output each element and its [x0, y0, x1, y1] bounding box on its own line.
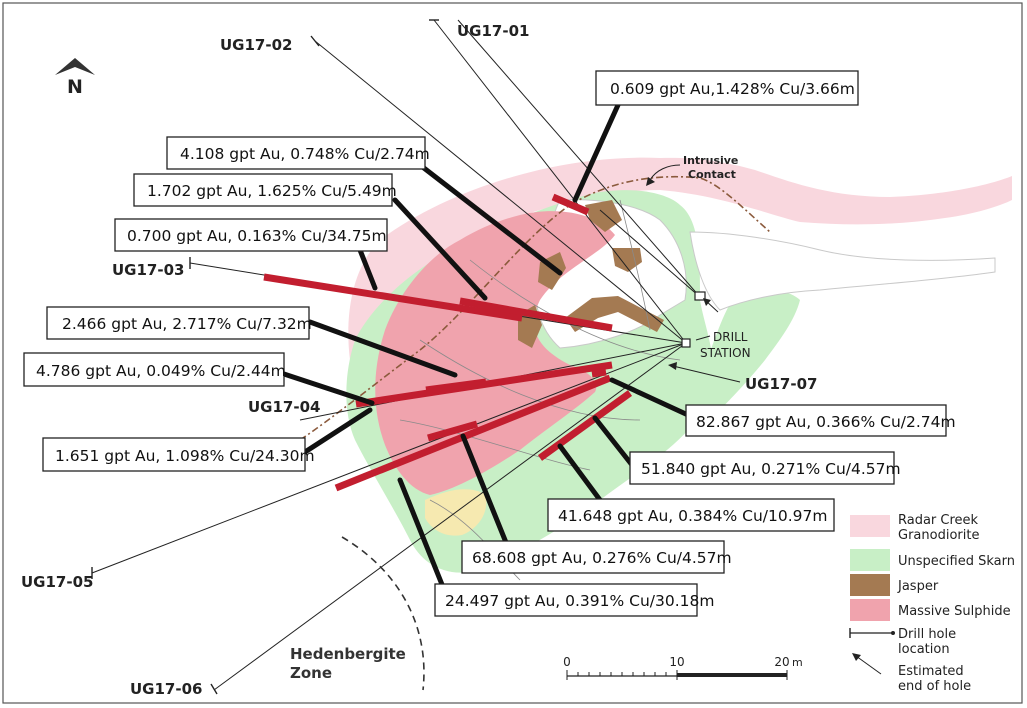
drill-hole-label-ug17-06: UG17-06	[130, 680, 202, 698]
intercept-label-1: 0.609 gpt Au,1.428% Cu/3.66m	[610, 80, 855, 98]
scale-tick-0: 0	[563, 655, 571, 669]
drill-station-marker-north	[694, 291, 706, 301]
intercept-label-8: 82.867 gpt Au, 0.366% Cu/2.74m	[696, 413, 956, 431]
intercept-label-3: 1.702 gpt Au, 1.625% Cu/5.49m	[147, 182, 397, 200]
leader-lines	[281, 102, 691, 595]
drill-station-marker	[681, 338, 691, 348]
legend-swatch-massive-sulphide	[850, 599, 890, 621]
legend-end-of-hole-symbol	[852, 653, 882, 675]
legend-drill-hole-symbol	[849, 628, 895, 638]
drill-hole-label-ug17-05: UG17-05	[21, 573, 93, 591]
intercept-label-9: 51.840 gpt Au, 0.271% Cu/4.57m	[641, 460, 901, 478]
drill-hole-label-ug17-01: UG17-01	[457, 22, 529, 40]
legend-label-end-of-hole-2: end of hole	[898, 679, 971, 694]
intercept-label-12: 24.497 gpt Au, 0.391% Cu/30.18m	[445, 592, 715, 610]
intercept-callout-6: 4.786 gpt Au, 0.049% Cu/2.44m	[23, 352, 286, 387]
intrusive-contact-label-2: Contact	[688, 168, 736, 181]
intrusive-contact-annotation: Intrusive Contact	[646, 154, 738, 186]
intercept-label-6: 4.786 gpt Au, 0.049% Cu/2.44m	[36, 362, 286, 380]
unmapped-block-ne	[689, 231, 996, 311]
legend-label-jasper: Jasper	[897, 579, 939, 594]
intercept-callout-12: 24.497 gpt Au, 0.391% Cu/30.18m	[434, 583, 715, 617]
drill-station-label-2: STATION	[700, 346, 751, 360]
north-arrow-letter: N	[67, 76, 83, 98]
legend-swatch-skarn	[850, 549, 890, 571]
intercept-callout-7: 1.651 gpt Au, 1.098% Cu/24.30m	[42, 437, 315, 472]
intercept-label-11: 68.608 gpt Au, 0.276% Cu/4.57m	[472, 549, 732, 567]
hedenbergite-zone: Hedenbergite Zone	[290, 536, 425, 691]
scale-tick-20: 20	[774, 655, 789, 669]
legend-label-end-of-hole-1: Estimated	[898, 664, 964, 679]
drill-station-arrow	[695, 335, 711, 341]
scale-unit: m	[792, 656, 803, 669]
drill-hole-label-ug17-07: UG17-07	[745, 375, 817, 393]
legend: Radar Creek Granodiorite Unspecified Ska…	[849, 513, 1015, 694]
legend-label-drill-hole-1: Drill hole	[898, 627, 956, 642]
intercept-callout-2: 4.108 gpt Au, 0.748% Cu/2.74m	[166, 136, 430, 170]
intercept-label-4: 0.700 gpt Au, 0.163% Cu/34.75m	[127, 227, 387, 245]
ug17-07-end-arrow	[672, 365, 741, 383]
drill-station-annotation: DRILL STATION	[668, 298, 751, 383]
intercept-label-5: 2.466 gpt Au, 2.717% Cu/7.32m	[62, 315, 312, 333]
intercept-callout-4: 0.700 gpt Au, 0.163% Cu/34.75m	[114, 218, 388, 252]
drill-hole-labels: UG17-01 UG17-02 UG17-03 UG17-04 UG17-05 …	[21, 22, 817, 698]
intercept-bars	[263, 193, 633, 492]
intercept-callout-8: 82.867 gpt Au, 0.366% Cu/2.74m	[685, 404, 956, 437]
intercept-callout-9: 51.840 gpt Au, 0.271% Cu/4.57m	[629, 451, 901, 485]
intercept-callout-5: 2.466 gpt Au, 2.717% Cu/7.32m	[46, 306, 312, 340]
intercept-callouts: 0.609 gpt Au,1.428% Cu/3.66m 4.108 gpt A…	[23, 70, 956, 617]
drill-station-label-1: DRILL	[713, 330, 748, 344]
legend-swatch-jasper	[850, 574, 890, 596]
legend-label-skarn: Unspecified Skarn	[898, 554, 1015, 569]
legend-label-granodiorite-2: Granodiorite	[898, 528, 979, 543]
north-arrow-icon	[55, 58, 95, 75]
intercept-label-7: 1.651 gpt Au, 1.098% Cu/24.30m	[55, 447, 315, 465]
intercept-label-2: 4.108 gpt Au, 0.748% Cu/2.74m	[180, 145, 430, 163]
intercept-callout-10: 41.648 gpt Au, 0.384% Cu/10.97m	[547, 498, 835, 532]
intrusive-contact-line	[299, 175, 771, 441]
hedenbergite-zone-boundary	[341, 536, 425, 691]
drill-hole-label-ug17-03: UG17-03	[112, 261, 184, 279]
north-arrow: N	[55, 58, 95, 98]
hedenbergite-zone-label-2: Zone	[290, 664, 332, 682]
drill-hole-label-ug17-02: UG17-02	[220, 36, 292, 54]
legend-label-granodiorite-1: Radar Creek	[898, 513, 979, 528]
scale-bar: 0 10 20 m	[563, 655, 803, 680]
geology-layers	[299, 157, 1013, 581]
hedenbergite-zone-label-1: Hedenbergite	[290, 645, 406, 663]
drill-hole-label-ug17-04: UG17-04	[248, 398, 320, 416]
intercept-callout-1: 0.609 gpt Au,1.428% Cu/3.66m	[595, 70, 859, 106]
intercept-callout-3: 1.702 gpt Au, 1.625% Cu/5.49m	[133, 173, 397, 207]
granodiorite-unit	[348, 157, 1013, 360]
legend-swatch-granodiorite	[850, 515, 890, 537]
intrusive-contact-arrow	[649, 164, 681, 181]
legend-label-massive-sulphide: Massive Sulphide	[898, 604, 1011, 619]
intercept-callout-11: 68.608 gpt Au, 0.276% Cu/4.57m	[461, 540, 732, 574]
drill-station-north-arrowhead	[703, 298, 711, 306]
legend-label-drill-hole-2: location	[898, 642, 950, 657]
intrusive-contact-label-1: Intrusive	[683, 154, 738, 167]
intrusive-contact-arrowhead	[646, 177, 655, 186]
ug17-07-end-arrowhead	[668, 362, 677, 370]
intercept-label-10: 41.648 gpt Au, 0.384% Cu/10.97m	[558, 507, 828, 525]
scale-tick-10: 10	[669, 655, 684, 669]
skarn-unit-east	[694, 288, 800, 430]
drill-hole-collars	[91, 19, 439, 695]
